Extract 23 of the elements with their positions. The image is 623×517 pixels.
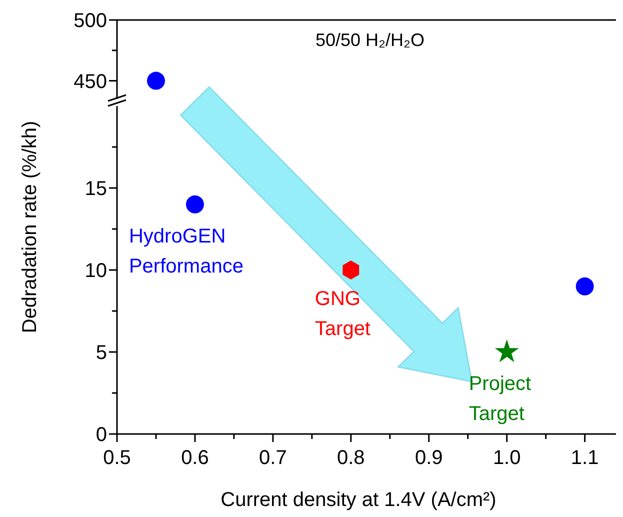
y-tick-label: 500 <box>74 10 107 32</box>
series-label: GNG Target <box>314 288 371 340</box>
y-tick-label: 10 <box>84 260 107 282</box>
x-tick-label: 0.7 <box>259 447 287 469</box>
point <box>576 277 594 296</box>
x-tick-label: 0.8 <box>337 447 365 469</box>
series-label: HydroGEN Performance <box>128 225 244 278</box>
x-axis-title: Current density at 1.4V (A/cm²) <box>220 489 496 511</box>
point <box>186 195 204 214</box>
series-label: Project Target <box>468 373 532 425</box>
x-tick-label: 0.6 <box>181 447 209 469</box>
y-tick-label: 0 <box>96 424 107 446</box>
point <box>342 260 360 280</box>
y-tick-label: 450 <box>74 70 107 93</box>
y-tick-label: 5 <box>96 342 107 364</box>
x-tick-label: 0.5 <box>103 447 131 469</box>
x-tick-label: 1.1 <box>570 447 599 469</box>
y-tick-label: 15 <box>84 178 107 200</box>
x-tick-label: 1.0 <box>492 447 521 469</box>
x-tick-label: 0.9 <box>414 447 443 469</box>
annotation: 50/50 H₂/H₂O <box>315 30 425 50</box>
point <box>494 339 519 362</box>
y-axis-title: Dedradation rate (%/kh) <box>19 120 41 334</box>
